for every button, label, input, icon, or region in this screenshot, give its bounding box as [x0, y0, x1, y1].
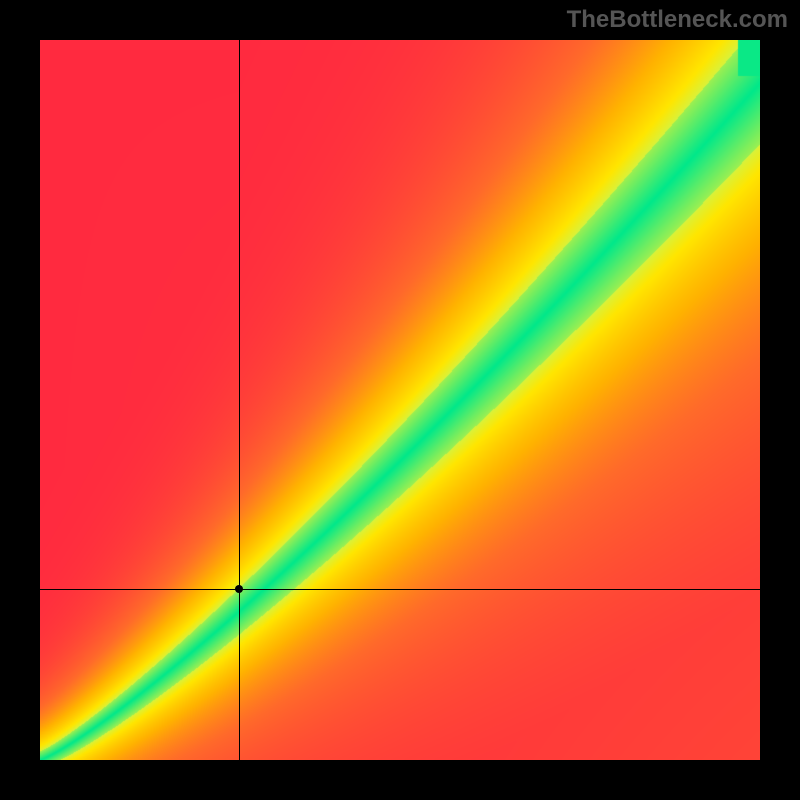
plot-area: [40, 40, 760, 760]
watermark-text: TheBottleneck.com: [567, 6, 788, 34]
heatmap-canvas: [40, 40, 760, 760]
crosshair-vertical: [239, 40, 240, 760]
crosshair-horizontal: [40, 589, 760, 590]
chart-container: TheBottleneck.com: [0, 0, 800, 800]
crosshair-marker-dot: [235, 585, 243, 593]
